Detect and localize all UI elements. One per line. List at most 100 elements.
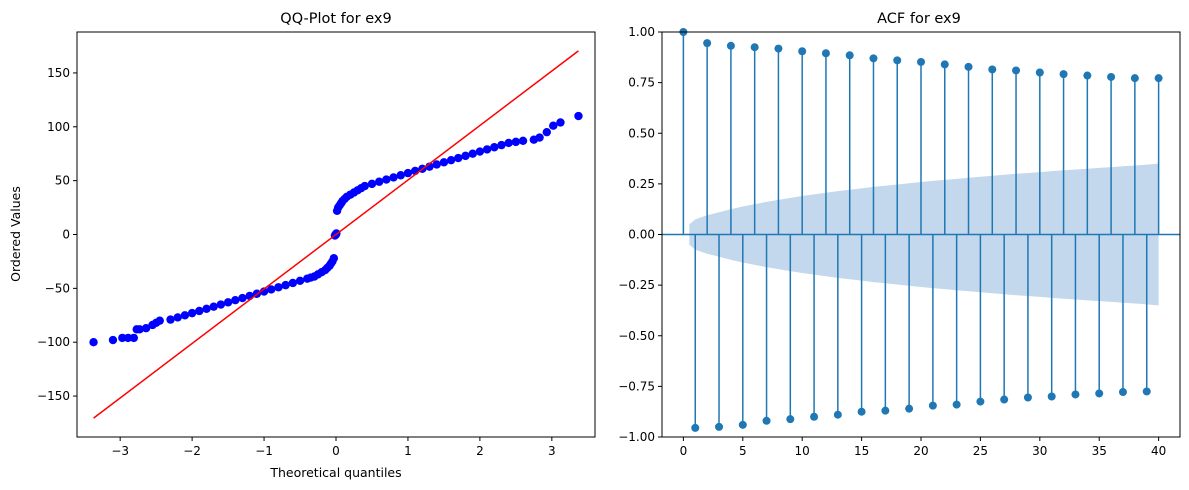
qq-plot-area [89,50,583,419]
qq-point [108,335,118,345]
acf-x-tick-label: 10 [795,444,810,458]
qq-y-tick-label: −100 [37,335,70,349]
qq-point [195,306,204,316]
acf-x-tick-label: 0 [680,444,688,458]
qq-point [89,338,98,347]
qq-point [504,138,513,148]
qq-y-tick-label: −50 [45,281,70,295]
qq-x-tick-label: −2 [183,444,201,458]
qq-point [360,181,369,191]
qq-x-tick-label: 1 [404,444,412,458]
acf-y-tick-label: 0.25 [628,177,655,191]
acf-point [786,415,795,424]
qq-point [141,324,151,333]
qq-point [367,179,377,189]
acf-x-tick-label: 40 [1151,444,1166,458]
acf-point [1083,71,1092,80]
qq-point [432,160,441,169]
qq-point [497,140,506,150]
acf-point [952,400,961,409]
acf-point [833,410,842,419]
acf-point [1059,70,1068,79]
qq-y-axis-label: Ordered Values [8,186,23,282]
qq-point [118,333,127,343]
qq-point [288,278,298,288]
acf-point [703,39,712,48]
acf-point [691,423,700,432]
qq-point [490,143,499,152]
acf-point [1130,74,1139,83]
acf-point [881,406,890,415]
qq-x-axis-label: Theoretical quantiles [269,465,401,480]
acf-point [1071,390,1080,399]
acf-point [1012,66,1021,75]
qq-point [187,308,197,318]
qq-point [274,283,283,292]
qq-point [439,158,449,167]
qq-point [511,137,521,147]
acf-point [1023,393,1032,402]
qq-point [461,151,470,161]
qq-point [245,291,254,301]
acf-point [1118,388,1127,397]
qq-y-tick-label: 0 [62,228,70,242]
acf-y-tick-label: −1.00 [618,430,655,444]
qq-point [238,293,247,303]
acf-point [1154,74,1163,83]
acf-point [845,51,854,60]
qq-point [180,311,190,320]
qq-point [329,253,339,263]
acf-point [988,65,997,74]
acf-point [1095,389,1104,398]
acf-panel: ACF for ex9 0 5 10 15 20 25 30 35 40 −1.00 −0.75 −0… [618,11,1181,458]
qq-point [135,325,144,334]
acf-y-tick-label: 0.00 [628,228,655,242]
qq-point [374,177,384,186]
qq-y-tick-label: 150 [47,66,70,80]
acf-tick-group: 0 5 10 15 20 25 30 35 40 −1.00 −0.75 −0.50 −0.25 0.00… [618,25,1166,458]
qq-plot-panel: QQ-Plot for ex9 Theoretical quantiles Or… [8,11,596,480]
qq-point [209,302,218,311]
qq-point [295,276,305,286]
qq-y-tick-label: 50 [55,174,70,188]
qq-reference-line [93,50,579,419]
qq-point [549,121,558,130]
acf-point [810,412,819,421]
qq-tick-group: −3 −2 −1 0 1 2 3 −150 −100 −50 0 50 100 150 [37,66,556,458]
qq-point [166,315,175,324]
acf-point [964,62,973,71]
acf-point [726,41,735,50]
qq-point [446,155,456,165]
acf-x-tick-label: 25 [973,444,988,458]
acf-point [738,420,747,429]
acf-point [1107,72,1116,81]
qq-point [389,173,398,182]
qq-plot-title: QQ-Plot for ex9 [280,11,391,27]
acf-y-tick-label: −0.50 [618,329,655,343]
acf-point [893,56,902,65]
qq-point [382,175,391,184]
acf-point [976,397,985,406]
qq-point [155,316,164,325]
qq-point [173,313,182,322]
acf-point [798,47,807,56]
qq-point [259,287,269,296]
acf-plot-area [662,28,1180,432]
acf-y-tick-label: −0.25 [618,278,655,292]
acf-plot-frame [661,31,1181,438]
acf-point [774,44,783,53]
acf-point [869,54,878,63]
acf-point [750,43,759,52]
qq-y-tick-label: 100 [47,120,70,134]
qq-x-tick-label: −3 [111,444,129,458]
acf-y-tick-label: 0.50 [628,126,655,140]
qq-point [482,145,492,154]
acf-point [762,416,771,425]
acf-y-tick-label: 1.00 [628,25,655,39]
qq-point [535,133,544,142]
qq-point [403,168,413,178]
qq-point [542,127,551,137]
acf-point [715,422,724,431]
qq-x-tick-label: −1 [255,444,273,458]
